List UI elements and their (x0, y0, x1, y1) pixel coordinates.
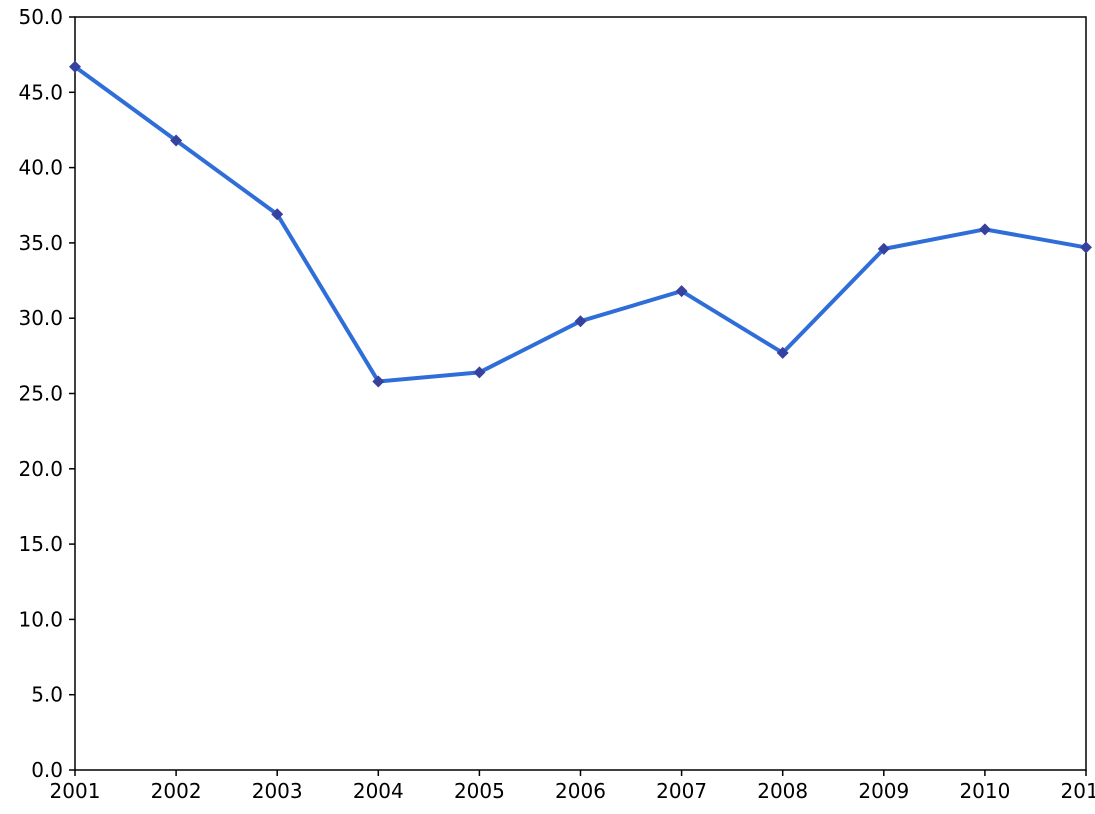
y-tick-label: 35.0 (18, 231, 63, 255)
x-tick-label: 2001 (50, 779, 101, 803)
y-tick-label: 25.0 (18, 382, 63, 406)
x-tick-label: 2002 (151, 779, 202, 803)
y-tick-label: 45.0 (18, 80, 63, 104)
x-tick-label: 2010 (959, 779, 1010, 803)
x-tick-label: 2011 (1061, 779, 1095, 803)
x-tick-label: 2006 (555, 779, 606, 803)
y-tick-label: 5.0 (31, 683, 63, 707)
x-tick-label: 2005 (454, 779, 505, 803)
y-tick-label: 0.0 (31, 758, 63, 782)
y-tick-label: 20.0 (18, 457, 63, 481)
y-tick-label: 30.0 (18, 306, 63, 330)
x-tick-label: 2009 (858, 779, 909, 803)
y-tick-label: 50.0 (18, 5, 63, 29)
y-tick-label: 15.0 (18, 532, 63, 556)
chart-svg: 2001 2002 2003 2004 2005 2006 2007 2008 2009 2010… (0, 0, 1095, 814)
line-chart: 2001 2002 2003 2004 2005 2006 2007 2008 2009 2010… (0, 0, 1095, 814)
x-tick-label: 2007 (656, 779, 707, 803)
y-tick-label: 10.0 (18, 607, 63, 631)
y-tick-label: 40.0 (18, 156, 63, 180)
x-tick-label: 2003 (252, 779, 303, 803)
x-tick-label: 2008 (757, 779, 808, 803)
x-tick-label: 2004 (353, 779, 404, 803)
